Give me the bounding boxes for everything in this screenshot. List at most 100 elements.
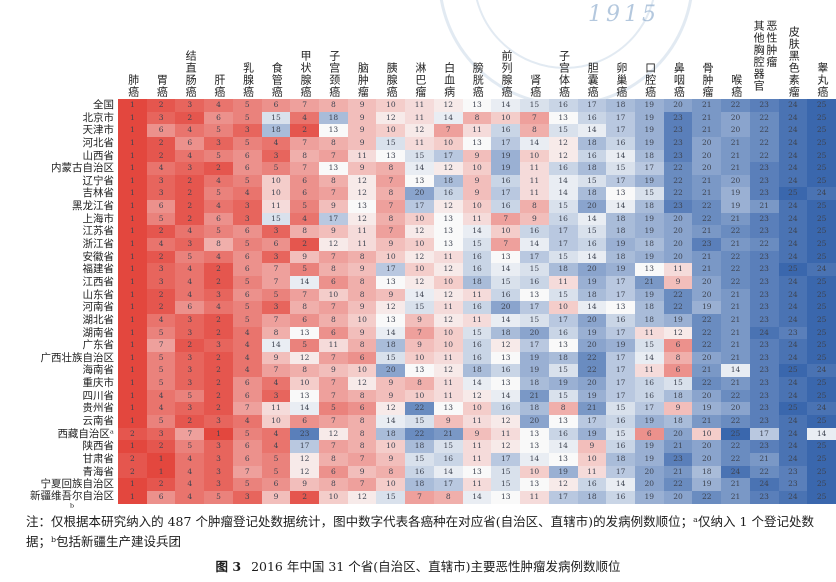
- heatmap-cell: 8: [376, 465, 406, 479]
- heatmap-cell: 23: [749, 174, 779, 188]
- heatmap-cell: 10: [462, 162, 492, 175]
- heatmap-cell: 10: [376, 124, 406, 137]
- heatmap-cell: 24: [778, 162, 808, 175]
- heatmap-cell: 12: [376, 111, 406, 125]
- heatmap-cell: 20: [491, 301, 521, 314]
- heatmap-cell: 11: [462, 288, 492, 302]
- heatmap-cell: 9: [347, 465, 377, 479]
- heatmap-cell: 3: [175, 99, 205, 112]
- heatmap-cell: 18: [577, 187, 607, 201]
- heatmap-cell: 7: [319, 377, 348, 390]
- heatmap-cell: 9: [577, 440, 607, 453]
- heatmap-cell: 21: [721, 136, 750, 150]
- heatmap-cell: 16: [606, 490, 635, 504]
- heatmap-cell: 8: [548, 402, 578, 416]
- row-label: 浙江省: [82, 238, 115, 251]
- heatmap-cell: 8: [319, 99, 348, 112]
- heatmap-cell: 23: [778, 465, 808, 479]
- heatmap-cell: 16: [491, 200, 521, 213]
- heatmap-cell: 22: [577, 364, 607, 378]
- heatmap-cell: 11: [433, 301, 463, 314]
- heatmap-cell: 24: [778, 174, 808, 188]
- heatmap-cell: 20: [692, 149, 722, 163]
- heatmap-cell: 16: [548, 427, 578, 441]
- heatmap-cell: 4: [146, 402, 176, 416]
- heatmap-cell: 14: [807, 427, 836, 441]
- heatmap-cell: 4: [146, 162, 176, 175]
- heatmap-cell: 7: [232, 402, 262, 416]
- heatmap-cell: 10: [405, 212, 434, 226]
- heatmap-cell: 3: [261, 149, 291, 163]
- heatmap-cell: 2: [146, 478, 176, 491]
- heatmap-cell: 3: [146, 187, 176, 201]
- heatmap-cell: 14: [520, 452, 549, 466]
- heatmap-cell: 10: [692, 427, 722, 441]
- heatmap-cell: 11: [462, 415, 492, 428]
- heatmap-cell: 3: [175, 402, 205, 416]
- heatmap-cell: 11: [520, 187, 549, 201]
- heatmap-cell: 6: [261, 478, 291, 491]
- heatmap-cell: 14: [548, 187, 578, 201]
- heatmap-cell: 11: [548, 275, 578, 289]
- heatmap-cell: 19: [692, 301, 722, 314]
- column-header: 食管癌: [270, 62, 284, 98]
- heatmap-cell: 4: [261, 377, 291, 390]
- heatmap-cell: 14: [548, 174, 578, 188]
- heatmap-cell: 25: [807, 490, 836, 504]
- heatmap-cell: 16: [491, 364, 521, 378]
- heatmap-cell: 11: [261, 402, 291, 416]
- heatmap-cell: 19: [634, 136, 664, 150]
- heatmap-cell: 25: [778, 263, 808, 276]
- heatmap-cell: 10: [347, 313, 377, 327]
- heatmap-cell: 5: [146, 364, 176, 378]
- column-header: 皮肤黑色素瘤: [787, 26, 801, 98]
- heatmap-cell: 21: [721, 351, 750, 365]
- heatmap-cell: 9: [347, 263, 377, 276]
- heatmap-cell: 12: [548, 136, 578, 150]
- heatmap-cell: 14: [433, 465, 463, 479]
- heatmap-cell: 1: [118, 440, 147, 453]
- row-label: 河南省: [82, 301, 115, 314]
- heatmap-cell: 24: [807, 263, 836, 276]
- heatmap-cell: 4: [175, 452, 205, 466]
- heatmap-cell: 17: [548, 238, 578, 251]
- heatmap-cell: 22: [749, 124, 779, 137]
- heatmap-cell: 13: [462, 465, 492, 479]
- heatmap-cell: 10: [405, 389, 434, 403]
- heatmap-cell: 1: [118, 187, 147, 201]
- heatmap-cell: 5: [290, 339, 320, 352]
- heatmap-cell: 18: [405, 440, 434, 453]
- heatmap-cell: 10: [520, 465, 549, 479]
- heatmap-cell: 22: [721, 99, 750, 112]
- heatmap-cell: 11: [319, 339, 348, 352]
- heatmap-cell: 24: [778, 427, 808, 441]
- heatmap-cell: 11: [347, 225, 377, 239]
- heatmap-cell: 22: [721, 225, 750, 239]
- heatmap-cell: 24: [778, 212, 808, 226]
- heatmap-cell: 4: [175, 124, 205, 137]
- row-label: 江苏省: [82, 225, 115, 238]
- heatmap-cell: 25: [807, 275, 836, 289]
- heatmap-cell: 21: [749, 452, 779, 466]
- heatmap-cell: 9: [462, 187, 492, 201]
- heatmap-cell: 20: [577, 200, 607, 213]
- heatmap-cell: 10: [376, 440, 406, 453]
- heatmap-cell: 20: [692, 389, 722, 403]
- heatmap-cell: 1: [118, 478, 147, 491]
- heatmap-cell: 19: [692, 478, 722, 491]
- heatmap-cell: 20: [577, 263, 607, 276]
- heatmap-cell: 19: [634, 440, 664, 453]
- heatmap-cell: 11: [347, 149, 377, 163]
- heatmap-cell: 2: [118, 427, 147, 441]
- column-header: 白血病: [442, 62, 456, 98]
- heatmap-cell: 6: [663, 364, 693, 378]
- heatmap-cell: 2: [204, 326, 233, 340]
- column-headers: 肺癌 胃癌 结直肠癌 肝癌 乳腺癌 食管癌 甲状腺癌 子宫颈癌 脑肿瘤 胰腺癌 淋巴瘤 白血病 膀胱癌 前…: [118, 0, 836, 99]
- heatmap-cell: 13: [290, 326, 320, 340]
- heatmap-cell: 3: [204, 136, 233, 150]
- heatmap-cell: 1: [118, 351, 147, 365]
- heatmap-cell: 14: [491, 313, 521, 327]
- heatmap-cell: 13: [520, 478, 549, 491]
- heatmap-cell: 16: [577, 478, 607, 491]
- heatmap-cell: 1: [118, 364, 147, 378]
